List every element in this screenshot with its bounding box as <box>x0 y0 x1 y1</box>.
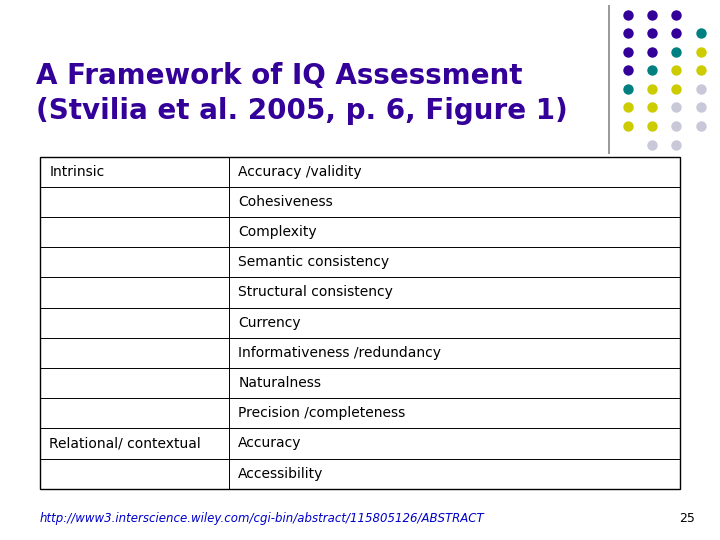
Text: Relational/ contextual: Relational/ contextual <box>49 436 201 450</box>
Text: http://www3.interscience.wiley.com/cgi-bin/abstract/115805126/ABSTRACT: http://www3.interscience.wiley.com/cgi-b… <box>40 512 485 525</box>
Text: Semantic consistency: Semantic consistency <box>238 255 390 269</box>
Text: Precision /completeness: Precision /completeness <box>238 406 405 420</box>
Text: Structural consistency: Structural consistency <box>238 286 393 300</box>
Text: Accessibility: Accessibility <box>238 467 323 481</box>
Text: Accuracy: Accuracy <box>238 436 302 450</box>
Text: Naturalness: Naturalness <box>238 376 321 390</box>
Text: A Framework of IQ Assessment: A Framework of IQ Assessment <box>36 62 523 90</box>
Text: Cohesiveness: Cohesiveness <box>238 195 333 209</box>
Text: Complexity: Complexity <box>238 225 317 239</box>
Text: (Stvilia et al. 2005, p. 6, Figure 1): (Stvilia et al. 2005, p. 6, Figure 1) <box>36 97 568 125</box>
Text: Informativeness /redundancy: Informativeness /redundancy <box>238 346 441 360</box>
Text: Currency: Currency <box>238 316 301 329</box>
Text: 25: 25 <box>679 512 695 525</box>
Text: Accuracy /validity: Accuracy /validity <box>238 165 362 179</box>
Text: Intrinsic: Intrinsic <box>49 165 104 179</box>
